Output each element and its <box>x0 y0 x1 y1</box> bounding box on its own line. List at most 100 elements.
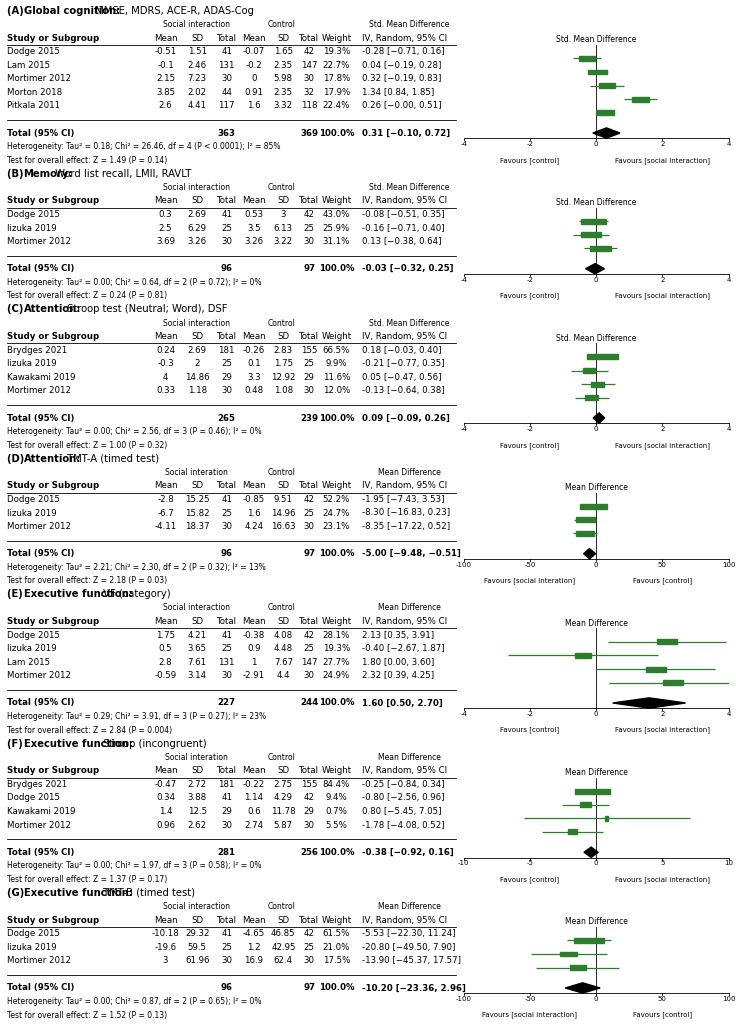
Text: Total: Total <box>299 34 319 42</box>
Text: -0.59: -0.59 <box>155 671 177 680</box>
Text: 30: 30 <box>222 956 232 965</box>
Text: 43.0%: 43.0% <box>322 210 350 219</box>
Text: Iizuka 2019: Iizuka 2019 <box>7 224 57 233</box>
Text: 0.7%: 0.7% <box>325 807 347 816</box>
Text: Brydges 2021: Brydges 2021 <box>7 346 68 355</box>
Text: Stroop (incongruent): Stroop (incongruent) <box>100 739 207 749</box>
Text: -0.1: -0.1 <box>158 61 174 70</box>
Text: 4.4: 4.4 <box>277 671 290 680</box>
Text: 30: 30 <box>304 956 314 965</box>
Text: -13.90 [−45.37, 17.57]: -13.90 [−45.37, 17.57] <box>362 956 461 965</box>
Text: Attention:: Attention: <box>24 453 81 464</box>
Text: 0: 0 <box>251 74 257 83</box>
Text: Social interaction: Social interaction <box>163 183 230 192</box>
Text: IV, Random, 95% CI: IV, Random, 95% CI <box>362 34 447 42</box>
Text: 3.26: 3.26 <box>188 237 207 246</box>
Text: SD: SD <box>277 617 289 626</box>
Text: 3: 3 <box>280 210 286 219</box>
Title: Std. Mean Difference: Std. Mean Difference <box>556 35 637 44</box>
Text: 100.0%: 100.0% <box>319 847 354 857</box>
Text: 25: 25 <box>304 359 314 368</box>
Text: -0.38: -0.38 <box>243 631 265 639</box>
Text: Dodge 2015: Dodge 2015 <box>7 495 60 504</box>
Bar <box>590 246 611 250</box>
Text: IV, Random, 95% CI: IV, Random, 95% CI <box>362 196 447 205</box>
Bar <box>560 951 577 956</box>
Text: 50: 50 <box>658 562 667 567</box>
Text: 3.26: 3.26 <box>244 237 263 246</box>
Text: -0.07: -0.07 <box>243 47 265 56</box>
Text: 12.0%: 12.0% <box>322 387 350 395</box>
Bar <box>581 219 606 224</box>
Text: Dodge 2015: Dodge 2015 <box>7 210 60 219</box>
Text: (D): (D) <box>7 453 28 464</box>
Text: Total: Total <box>216 332 237 341</box>
Text: Social interation: Social interation <box>165 753 227 761</box>
Bar <box>598 83 615 88</box>
Text: 29: 29 <box>304 372 314 382</box>
Text: 1.6: 1.6 <box>247 102 261 111</box>
Text: 6.29: 6.29 <box>188 224 207 233</box>
Text: 4: 4 <box>163 372 169 382</box>
Text: Mean: Mean <box>242 332 266 341</box>
Text: 97: 97 <box>303 549 315 558</box>
Text: 27.7%: 27.7% <box>322 658 350 667</box>
Text: Total: Total <box>216 481 237 490</box>
Text: Test for overall effect: Z = 1.00 (P = 0.32): Test for overall effect: Z = 1.00 (P = 0… <box>7 440 168 449</box>
Text: Favours [control]: Favours [control] <box>500 726 559 734</box>
Text: 4.29: 4.29 <box>274 793 293 802</box>
Text: 29: 29 <box>304 807 314 816</box>
Text: 1.60 [0.50, 2.70]: 1.60 [0.50, 2.70] <box>362 699 443 708</box>
Text: Word list recall, LMII, RAVLT: Word list recall, LMII, RAVLT <box>52 168 191 179</box>
Text: 181: 181 <box>219 780 235 789</box>
Text: Study or Subgroup: Study or Subgroup <box>7 34 99 42</box>
Text: 61.96: 61.96 <box>185 956 210 965</box>
Text: 100.0%: 100.0% <box>319 699 354 708</box>
Bar <box>632 96 648 102</box>
Text: 3.88: 3.88 <box>188 793 207 802</box>
Text: Social interaction: Social interaction <box>163 19 230 29</box>
Text: 2: 2 <box>194 359 200 368</box>
Text: 2.72: 2.72 <box>188 780 207 789</box>
Text: Mean: Mean <box>242 196 266 205</box>
Text: Total (95% CI): Total (95% CI) <box>7 128 75 137</box>
Text: Executive function:: Executive function: <box>24 739 132 749</box>
Text: -50: -50 <box>524 996 536 1002</box>
Text: Weight: Weight <box>322 915 351 924</box>
Text: Brydges 2021: Brydges 2021 <box>7 780 68 789</box>
Polygon shape <box>565 983 600 993</box>
Text: -1.78 [−4.08, 0.52]: -1.78 [−4.08, 0.52] <box>362 821 445 830</box>
Text: -0.28 [−0.71, 0.16]: -0.28 [−0.71, 0.16] <box>362 47 445 56</box>
Bar <box>580 802 592 807</box>
Text: 2: 2 <box>660 277 665 283</box>
Text: 2.35: 2.35 <box>274 88 293 96</box>
Text: 100.0%: 100.0% <box>319 984 354 992</box>
Text: (G): (G) <box>7 887 28 898</box>
Text: 4: 4 <box>726 277 731 283</box>
Text: 42: 42 <box>304 793 314 802</box>
Text: Study or Subgroup: Study or Subgroup <box>7 766 99 776</box>
Title: Mean Difference: Mean Difference <box>565 619 628 628</box>
Text: Favours [social interation]: Favours [social interation] <box>484 578 576 584</box>
Title: Mean Difference: Mean Difference <box>565 767 628 777</box>
Text: Social interaction: Social interaction <box>163 902 230 911</box>
Text: -0.3: -0.3 <box>158 359 174 368</box>
Bar <box>575 653 591 658</box>
Text: IV, Random, 95% CI: IV, Random, 95% CI <box>362 617 447 626</box>
Text: 1.08: 1.08 <box>274 387 293 395</box>
Bar <box>595 110 614 115</box>
Text: 3.85: 3.85 <box>156 88 175 96</box>
Text: -5.53 [−22.30, 11.24]: -5.53 [−22.30, 11.24] <box>362 930 456 938</box>
Text: 2.02: 2.02 <box>188 88 207 96</box>
Text: 30: 30 <box>304 821 314 830</box>
Text: Lam 2015: Lam 2015 <box>7 658 51 667</box>
Text: Mean: Mean <box>242 481 266 490</box>
Text: 52.2%: 52.2% <box>322 495 350 504</box>
Text: 100.0%: 100.0% <box>319 128 354 137</box>
Text: 30: 30 <box>222 387 232 395</box>
Text: 147: 147 <box>301 61 317 70</box>
Text: 50: 50 <box>658 996 667 1002</box>
Text: Total (95% CI): Total (95% CI) <box>7 549 75 558</box>
Text: 0.3: 0.3 <box>159 210 172 219</box>
Text: Stroop test (Neutral; Word), DSF: Stroop test (Neutral; Word), DSF <box>64 305 227 314</box>
